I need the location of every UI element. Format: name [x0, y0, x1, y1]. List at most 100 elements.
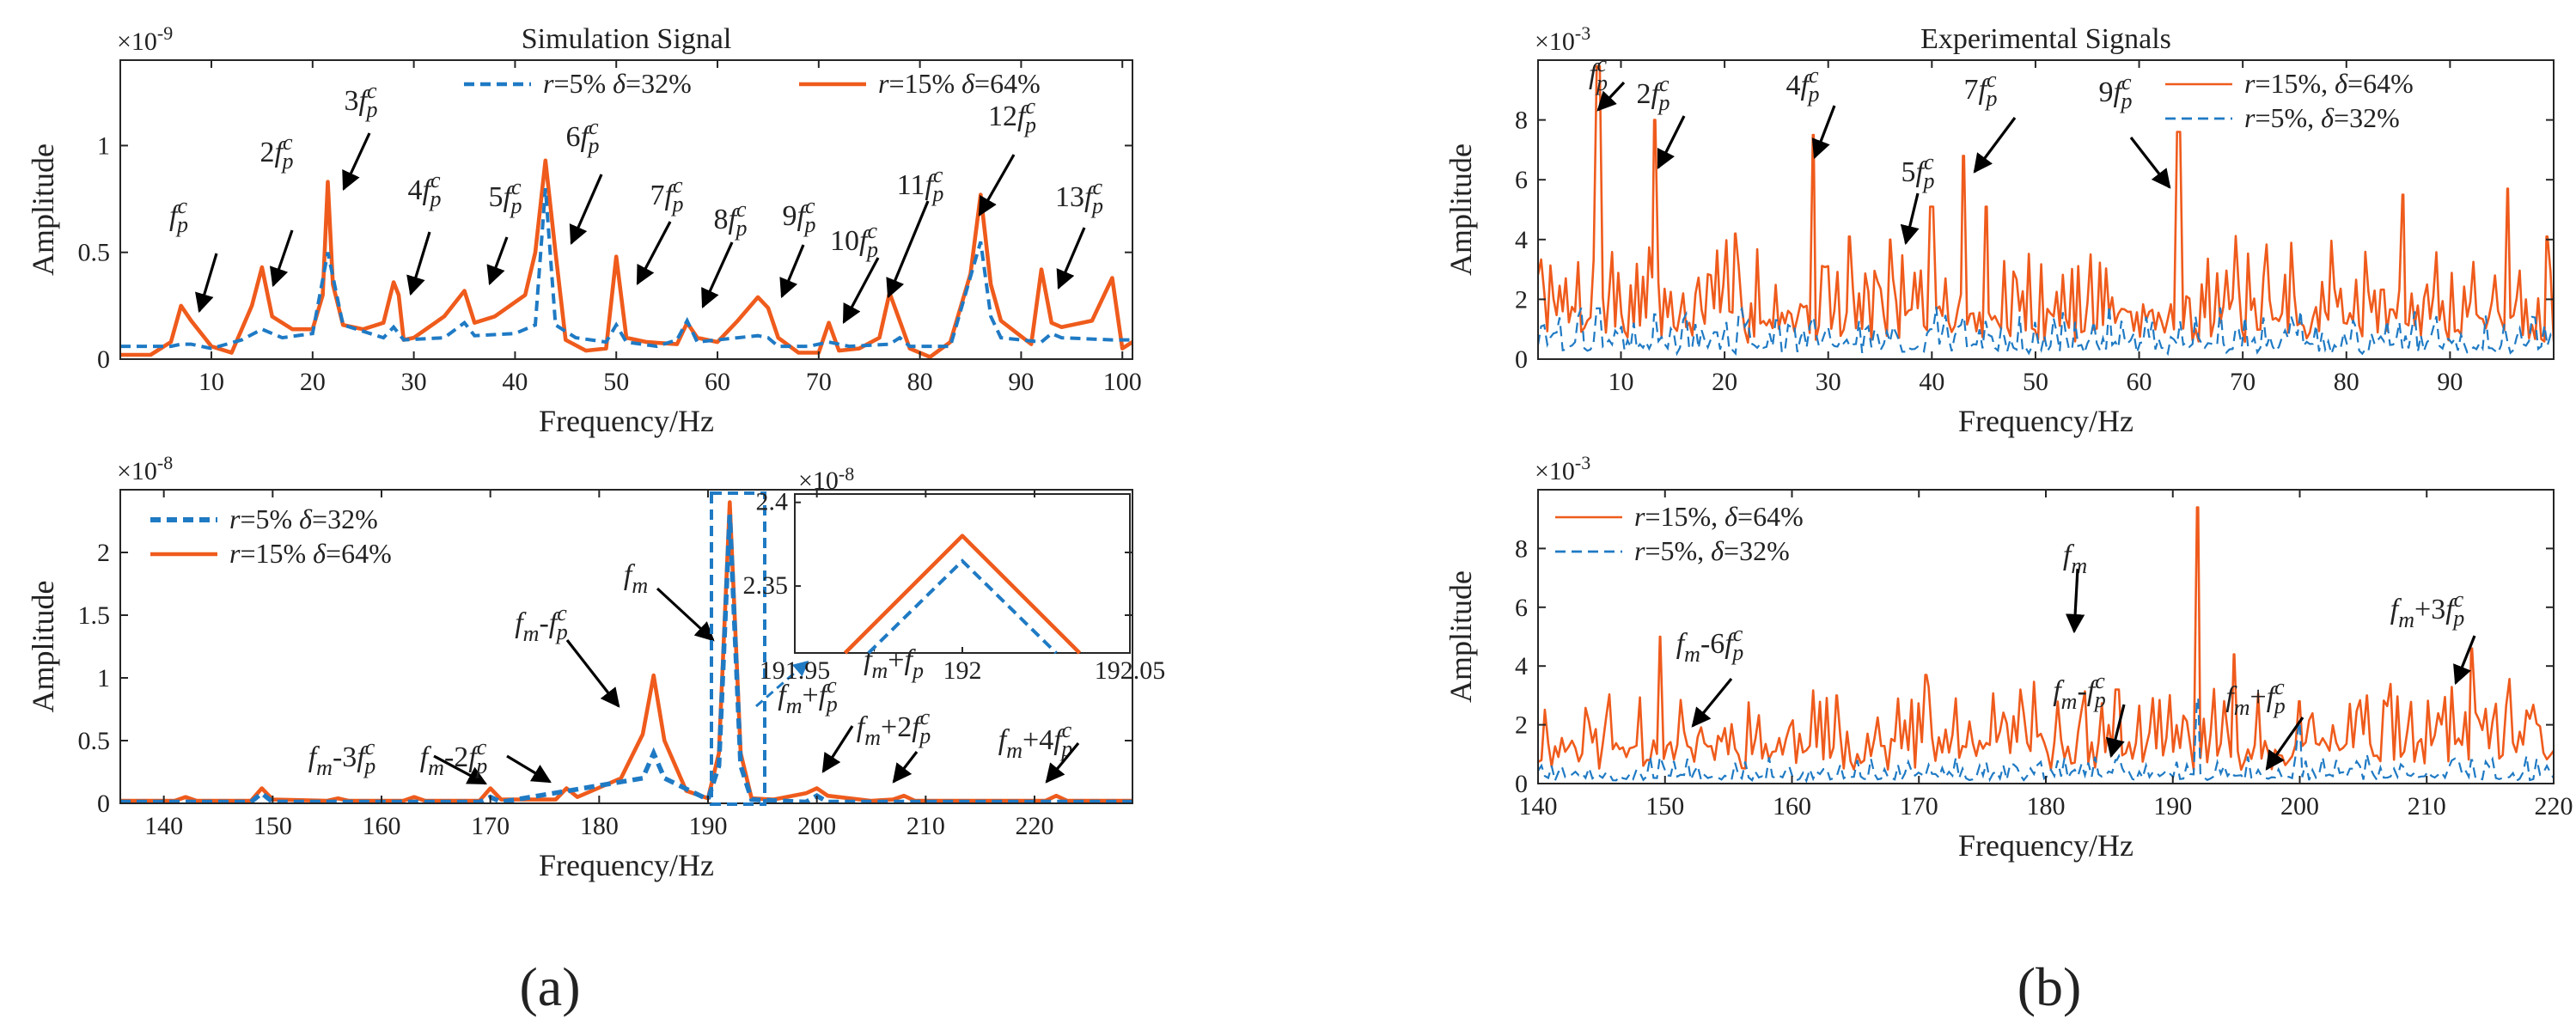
annotation-arrow	[406, 231, 431, 296]
annotation-arrow	[636, 221, 672, 285]
annotation-arrow	[569, 174, 603, 246]
inset-multiplier: ×10-8	[798, 463, 854, 495]
peak-annotation: 9fc p	[783, 193, 816, 237]
x-tick-label: 150	[1645, 792, 1684, 821]
annotation-arrow	[269, 229, 294, 288]
x-tick-label: 80	[2334, 368, 2359, 396]
peak-annotation: fm-fc p	[2053, 668, 2106, 714]
chart-simulation-high: 140 150 160 170 180 190 200 210 220 0 0.5 1 1.5 2 ×10-…	[26, 452, 1165, 882]
peak-annotation: fm-fc p	[515, 601, 568, 646]
series-line-r5	[1538, 697, 2554, 784]
axis-multiplier: ×10-9	[117, 22, 173, 56]
peak-annotation: fm+4fc p	[998, 717, 1072, 763]
x-tick-label: 160	[363, 812, 401, 840]
chart-experimental-high: 140 150 160 170 180 190 200 210 220 0 2 4 6 8 ×10-3 Fre…	[1444, 452, 2573, 863]
peak-annotation: fc p	[169, 193, 188, 237]
peak-annotation: fm-2fc p	[420, 735, 488, 780]
annotation-arrow	[565, 639, 620, 708]
x-tick-label: 210	[906, 812, 945, 840]
x-tick-label: 150	[253, 812, 292, 840]
y-tick-label: 8	[1515, 534, 1528, 563]
x-axis-label: Frequency/Hz	[1958, 404, 2133, 438]
x-tick-label: 170	[1900, 792, 1938, 821]
legend-entry: r=5% δ=32%	[543, 68, 692, 99]
x-tick-label: 40	[1919, 368, 1944, 396]
x-axis-label: Frequency/Hz	[539, 404, 714, 438]
x-tick-label: 80	[907, 368, 933, 396]
x-tick-label: 190	[2153, 792, 2192, 821]
y-axis-label: Amplitude	[1444, 570, 1478, 703]
inset-frame	[794, 493, 1131, 654]
x-tick-label: 180	[580, 812, 619, 840]
annotation-arrow	[892, 751, 919, 784]
x-tick-label: 180	[2027, 792, 2066, 821]
x-tick-label: 40	[502, 368, 528, 396]
annotation-arrow	[433, 754, 487, 785]
plot-frame	[119, 59, 1133, 360]
inset-series-blue	[867, 558, 1058, 655]
y-axis-label: Amplitude	[26, 581, 60, 713]
panel-label-b: (b)	[2017, 956, 2082, 1017]
chart-title: Simulation Signal	[522, 23, 732, 55]
x-tick-label: 200	[2280, 792, 2319, 821]
y-tick-label: 4	[1515, 226, 1528, 254]
x-tick-label: 210	[2408, 792, 2446, 821]
x-tick-label: 10	[1608, 368, 1633, 396]
y-axis-label: Amplitude	[26, 143, 60, 276]
annotation-arrow	[195, 253, 218, 314]
legend-entry: r=15% δ=64%	[229, 538, 392, 569]
x-tick-label: 60	[2127, 368, 2152, 396]
annotation-arrow	[656, 587, 715, 642]
chart-title: Experimental Signals	[1920, 23, 2171, 55]
y-tick-label: 0	[1515, 345, 1528, 374]
annotation-arrow	[821, 725, 854, 773]
y-tick-label: 6	[1515, 594, 1528, 622]
peak-annotation: fm	[624, 559, 648, 598]
annotation-arrow	[1596, 81, 1626, 112]
annotation-arrow	[701, 241, 734, 309]
panel-label-a: (a)	[519, 956, 580, 1017]
axis-multiplier: ×10-8	[117, 452, 173, 485]
inset-y-tick-label: 2.4	[756, 488, 789, 516]
y-tick-label: 1	[97, 664, 110, 692]
peak-annotation: 7fc p	[1964, 67, 1998, 111]
annotation-arrow	[1900, 192, 1920, 246]
chart-simulation-low: 10 20 30 40 50 60 70 80 90 100 0 0.5 1 ×10-9 Frequency…	[26, 22, 1142, 438]
peak-annotation: 4fc p	[408, 168, 442, 211]
y-tick-label: 6	[1515, 166, 1528, 194]
x-tick-label: 140	[1519, 792, 1558, 821]
chart-experimental-low: 10 20 30 40 50 60 70 80 90 0 2 4 6 8 ×10-3 Frequency/Hz…	[1444, 22, 2555, 438]
peak-annotation: 9fc p	[2099, 70, 2133, 113]
annotation-arrow	[886, 200, 930, 299]
y-tick-label: 2	[97, 539, 110, 567]
peak-annotation: 13fc p	[1055, 174, 1103, 218]
annotation-arrow	[842, 257, 880, 324]
peak-annotation: 2fc p	[260, 130, 294, 174]
annotation-arrow	[978, 154, 1016, 217]
annotation-arrow	[1045, 741, 1080, 784]
annotation-arrow	[2106, 704, 2126, 759]
annotation-arrow	[2265, 717, 2304, 771]
y-axis-label: Amplitude	[1444, 143, 1478, 276]
x-tick-label: 160	[1773, 792, 1811, 821]
peak-annotation: 11fc p	[897, 162, 944, 206]
peak-annotation: 7fc p	[650, 173, 684, 217]
y-tick-label: 0.5	[78, 727, 111, 755]
annotation-arrow	[1811, 105, 1836, 160]
peak-annotation: 5fc p	[489, 174, 522, 218]
series-line-r5	[120, 187, 1132, 351]
y-tick-label: 0	[97, 345, 110, 374]
y-tick-label: 0.5	[78, 239, 111, 267]
x-tick-label: 50	[2023, 368, 2048, 396]
y-tick-label: 1	[97, 131, 110, 160]
y-tick-label: 0	[1515, 770, 1528, 798]
x-tick-label: 30	[401, 368, 427, 396]
x-tick-label: 10	[198, 368, 224, 396]
x-tick-label: 140	[144, 812, 183, 840]
inset-x-tick-label: 192	[943, 656, 982, 685]
y-tick-label: 2	[1515, 285, 1528, 314]
plot-frame	[119, 489, 1133, 804]
plot-frame	[1537, 59, 2555, 360]
x-tick-label: 50	[603, 368, 629, 396]
x-tick-label: 20	[1712, 368, 1737, 396]
